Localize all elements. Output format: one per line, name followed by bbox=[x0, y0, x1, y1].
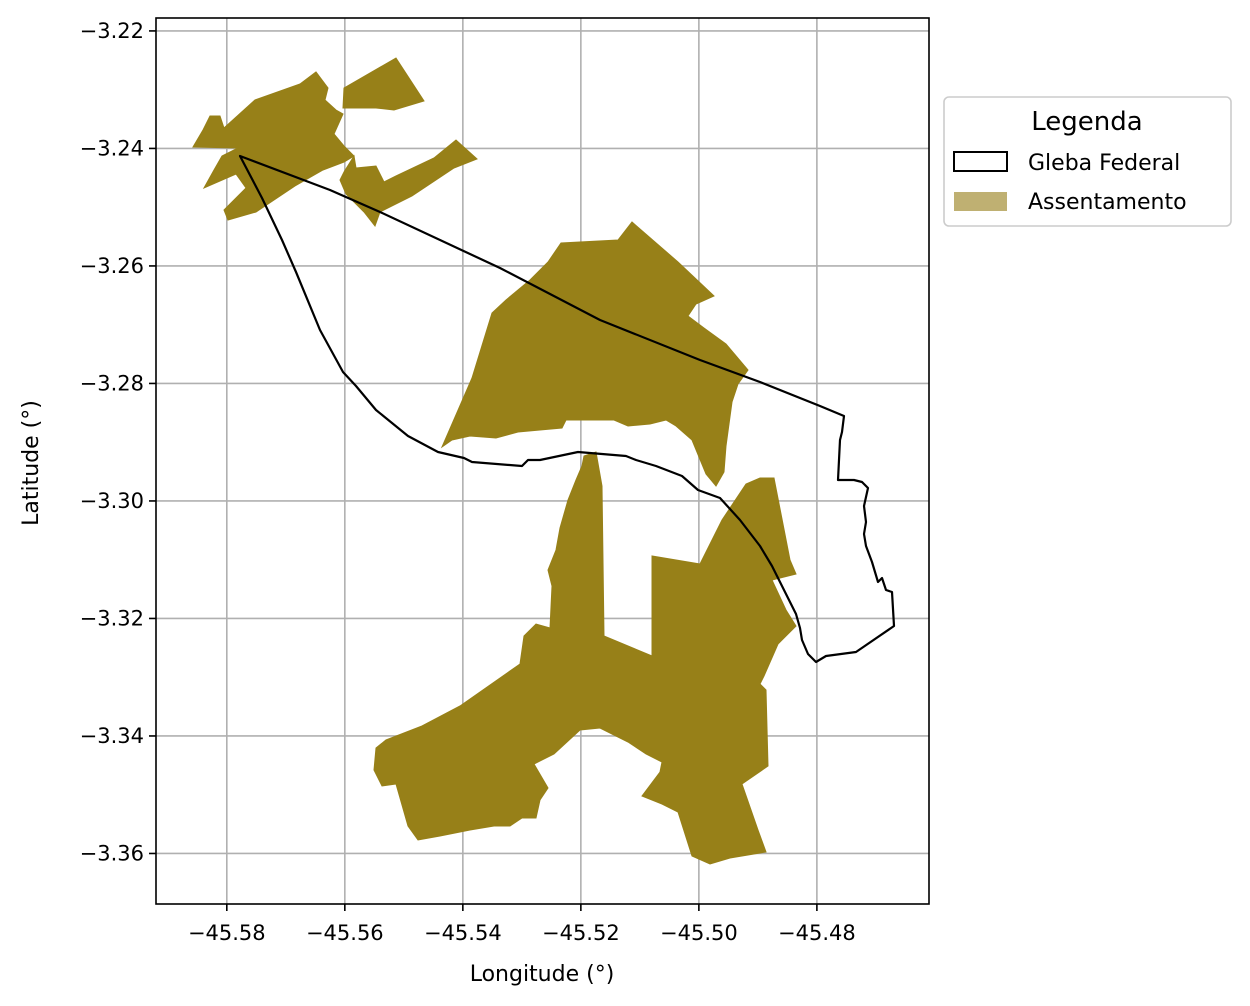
x-tick-label: −45.48 bbox=[778, 921, 856, 945]
y-tick-label: −3.30 bbox=[80, 489, 144, 513]
y-tick-label: −3.24 bbox=[80, 136, 144, 160]
x-tick-label: −45.54 bbox=[424, 921, 502, 945]
assentamento-polygon bbox=[342, 57, 425, 111]
gleba-federal-layer bbox=[238, 154, 896, 664]
assentamento-polygon bbox=[192, 71, 355, 221]
assentamento-polygon bbox=[440, 221, 749, 487]
axes-frame bbox=[155, 17, 930, 905]
y-axis-label: Latitude (°) bbox=[19, 400, 44, 526]
legend-frame bbox=[943, 96, 1232, 227]
x-axis-ticks: −45.58 −45.56 −45.54 −45.52 −45.50 −45.48 bbox=[188, 904, 856, 945]
legend-label-gleba-federal: Gleba Federal bbox=[1028, 151, 1180, 176]
y-axis-ticks: −3.22 −3.24 −3.26 −3.28 −3.30 −3.32 −3.34 −3.36 bbox=[80, 19, 156, 865]
y-tick-label: −3.28 bbox=[80, 371, 144, 395]
y-tick-label: −3.26 bbox=[80, 254, 144, 278]
y-tick-label: −3.32 bbox=[80, 606, 144, 630]
legend-label-assentamento: Assentamento bbox=[1028, 190, 1187, 215]
assentamento-polygon bbox=[339, 139, 478, 228]
y-tick-label: −3.22 bbox=[80, 19, 144, 43]
grid bbox=[156, 18, 929, 904]
x-axis-label: Longitude (°) bbox=[470, 962, 615, 987]
assentamento-layer bbox=[192, 57, 797, 865]
legend: Legenda Gleba Federal Assentamento bbox=[943, 96, 1232, 227]
x-tick-label: −45.50 bbox=[660, 921, 738, 945]
legend-title: Legenda bbox=[1031, 107, 1142, 137]
gleba-federal-outline bbox=[238, 154, 896, 664]
x-tick-label: −45.58 bbox=[188, 921, 266, 945]
legend-swatch-gleba-federal bbox=[953, 151, 1008, 172]
x-tick-label: −45.56 bbox=[306, 921, 384, 945]
x-tick-label: −45.52 bbox=[542, 921, 620, 945]
legend-swatch-assentamento bbox=[954, 192, 1007, 211]
plot-area bbox=[155, 17, 930, 905]
assentamento-polygon bbox=[373, 451, 797, 865]
y-tick-label: −3.36 bbox=[80, 841, 144, 865]
y-tick-label: −3.34 bbox=[80, 724, 144, 748]
